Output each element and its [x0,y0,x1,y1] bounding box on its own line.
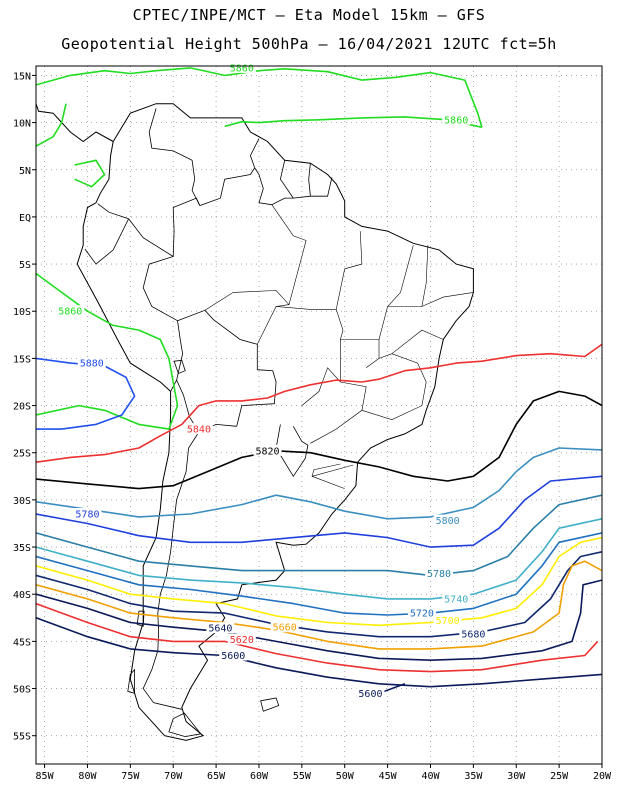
lat-tick-label: 25S [13,449,31,460]
contour-label: 5860 [58,307,82,318]
lat-tick-label: 30S [13,496,31,507]
lat-tick-label: 5N [19,166,31,177]
lat-tick-label: 50S [13,685,31,696]
lon-tick-label: 75W [121,771,140,782]
contour-label: 5860 [444,115,468,126]
lon-tick-label: 80W [78,771,97,782]
lon-tick-label: 25W [550,771,569,782]
contour-label: 5700 [436,616,460,627]
contour-label: 5740 [444,594,468,605]
lat-tick-label: 35S [13,543,31,554]
lon-tick-label: 30W [507,771,526,782]
lon-tick-label: 45W [379,771,398,782]
contour-label: 5780 [75,510,99,521]
lat-tick-label: EQ [19,213,31,224]
lon-tick-label: 20W [593,771,612,782]
contour-label: 5660 [273,623,297,634]
lon-tick-label: 60W [250,771,269,782]
lon-tick-label: 70W [164,771,183,782]
contour-label: 5820 [255,446,279,457]
contour-label: 5880 [80,359,104,370]
contour-label: 5680 [461,629,485,640]
lon-tick-label: 85W [36,771,55,782]
lat-tick-label: 15N [13,71,31,82]
lat-tick-label: 55S [13,732,31,743]
contour-label: 5800 [436,516,460,527]
contour-label: 5600 [358,689,382,700]
lon-tick-label: 50W [336,771,355,782]
contour-label: 5780 [427,569,451,580]
lat-tick-label: 20S [13,402,31,413]
contour-label: 5600 [221,651,245,662]
lon-tick-label: 40W [421,771,440,782]
lat-tick-label: 40S [13,590,31,601]
contour-label: 5720 [410,609,434,620]
contour-label: 5860 [230,63,254,74]
lat-tick-label: 10S [13,307,31,318]
lon-tick-label: 55W [293,771,312,782]
lat-tick-label: 5S [19,260,31,271]
lat-tick-label: 15S [13,354,31,365]
lon-tick-label: 65W [207,771,226,782]
island-outline [0,219,6,227]
contour-label: 5620 [230,635,254,646]
lon-tick-label: 35W [464,771,483,782]
lat-tick-label: 10N [13,119,31,130]
contour-label: 5640 [208,624,232,635]
contour-label: 5840 [187,425,211,436]
lat-tick-label: 45S [13,637,31,648]
